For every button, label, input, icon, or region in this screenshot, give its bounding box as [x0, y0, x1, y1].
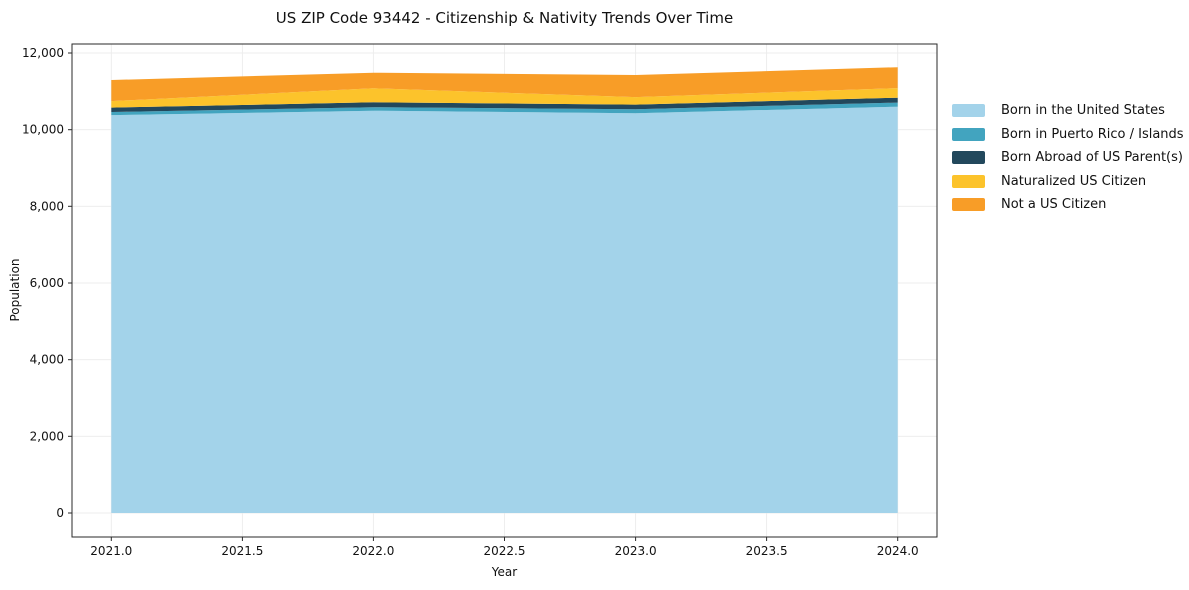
legend-swatch — [952, 127, 985, 141]
area-series — [111, 67, 898, 513]
legend-item: Born in the United States — [952, 103, 1184, 118]
legend-item: Naturalized US Citizen — [952, 173, 1184, 189]
x-tick-label: 2023.0 — [615, 544, 657, 558]
legend-swatch — [952, 174, 985, 188]
legend-swatch — [952, 198, 985, 211]
legend: Born in the United States Born in Puerto … — [952, 103, 1184, 212]
legend-item: Born in Puerto Rico / Islands — [952, 126, 1184, 142]
y-tick-label: 4,000 — [30, 353, 64, 367]
legend-label: Not a US Citizen — [1001, 197, 1107, 212]
legend-label: Naturalized US Citizen — [1001, 173, 1147, 189]
y-tick-label: 0 — [56, 506, 64, 520]
area-band-2 — [111, 102, 898, 116]
y-tick-label: 6,000 — [30, 276, 64, 290]
y-axis: 0 2,000 4,000 6,000 8,000 10,000 12,000 — [22, 46, 72, 520]
y-tick-label: 12,000 — [22, 46, 64, 60]
legend-label: Born in the United States — [1001, 103, 1165, 118]
x-tick-label: 2021.5 — [221, 544, 263, 558]
legend-swatch — [952, 151, 985, 164]
y-tick-label: 2,000 — [30, 429, 64, 443]
x-axis-label: Year — [491, 565, 518, 579]
area-band-1 — [111, 106, 898, 513]
legend-label: Born Abroad of US Parent(s) — [1001, 150, 1183, 165]
x-tick-label: 2022.5 — [484, 544, 526, 558]
x-tick-label: 2021.0 — [90, 544, 132, 558]
chart-title: US ZIP Code 93442 - Citizenship & Nativi… — [275, 9, 734, 27]
legend-swatch — [952, 104, 985, 117]
x-tick-label: 2022.0 — [352, 544, 394, 558]
y-tick-label: 10,000 — [22, 123, 64, 137]
x-tick-label: 2024.0 — [877, 544, 919, 558]
y-tick-label: 8,000 — [30, 199, 64, 213]
area-band-5 — [111, 67, 898, 102]
legend-item: Not a US Citizen — [952, 197, 1184, 212]
x-tick-label: 2023.5 — [746, 544, 788, 558]
legend-label: Born in Puerto Rico / Islands — [1001, 126, 1184, 142]
x-axis: 2021.0 2021.5 2022.0 2022.5 2023.0 2023.5 2024… — [90, 537, 919, 558]
area-band-3 — [111, 97, 898, 112]
area-band-4 — [111, 88, 898, 108]
legend-item: Born Abroad of US Parent(s) — [952, 150, 1184, 165]
